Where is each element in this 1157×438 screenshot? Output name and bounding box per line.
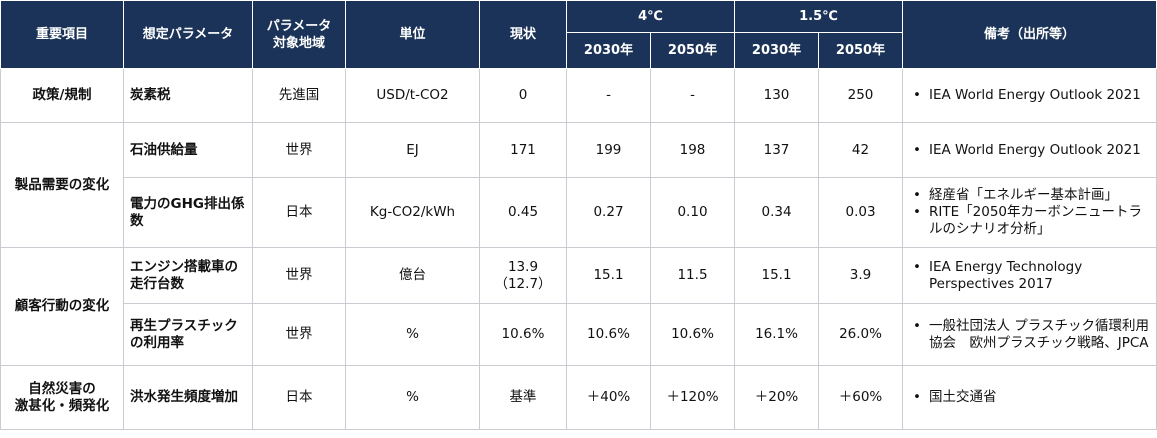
value-4c-2030: -	[566, 68, 651, 123]
note-item: 一般社団法人 プラスチック循環利用協会 欧州プラスチック戦略、JPCA	[911, 318, 1150, 352]
region-cell: 日本	[252, 365, 346, 430]
parameter-cell: 石油供給量	[123, 122, 253, 178]
value-15c-2030: ＋20%	[734, 365, 820, 430]
region-cell: 日本	[252, 177, 346, 248]
unit-cell: %	[345, 303, 480, 366]
header-current: 現状	[479, 0, 567, 69]
table-row: 再生プラスチックの利用率 世界 % 10.6% 10.6% 10.6% 16.1…	[1, 303, 1157, 366]
note-item: 経産省「エネルギー基本計画」	[911, 187, 1150, 204]
table-header: 重要項目 想定パラメータ パラメータ 対象地域 単位 現状 4℃ 1.5℃ 備考…	[0, 0, 1157, 69]
category-line: 自然災害の	[28, 380, 96, 397]
header-4c-2050: 2050年	[649, 32, 736, 69]
value-15c-2030: 15.1	[734, 247, 820, 304]
notes-cell: 経産省「エネルギー基本計画」 RITE「2050年カーボンニュートラルのシナリオ…	[902, 177, 1157, 248]
value-4c-2050: 0.10	[649, 177, 736, 248]
header-scenario-4c: 4℃	[565, 0, 736, 33]
value-4c-2050: 11.5	[649, 247, 736, 304]
header-parameter: 想定パラメータ	[123, 0, 253, 69]
value-15c-2050: ＋60%	[818, 365, 904, 430]
value-4c-2030: 15.1	[566, 247, 651, 304]
value-4c-2030: ＋40%	[566, 365, 651, 430]
header-region-line2: 対象地域	[272, 35, 325, 51]
table-row: 製品需要の変化 石油供給量 世界 EJ 171 199 198 137 42 I…	[0, 122, 1157, 248]
header-15c-2030: 2030年	[734, 32, 820, 69]
value-15c-2050: 3.9	[818, 247, 904, 304]
table-row: 政策/規制 炭素税 先進国 USD/t-CO2 0 - - 130 250 IE…	[0, 68, 1157, 123]
note-item: IEA World Energy Outlook 2021	[911, 87, 1150, 104]
notes-cell: IEA World Energy Outlook 2021	[902, 122, 1157, 178]
category-line: 激甚化・頻発化	[14, 397, 110, 414]
region-cell: 先進国	[252, 68, 346, 123]
category-cell: 政策/規制	[0, 68, 124, 123]
notes-cell: 国土交通省	[902, 365, 1157, 430]
note-item: IEA World Energy Outlook 2021	[911, 142, 1150, 159]
header-scenario-15c: 1.5℃	[734, 0, 904, 33]
value-15c-2030: 130	[734, 68, 820, 123]
region-cell: 世界	[252, 122, 346, 178]
unit-cell: %	[345, 365, 480, 430]
value-4c-2050: ＋120%	[649, 365, 736, 430]
current-value: 13.9	[507, 258, 539, 275]
value-15c-2030: 137	[734, 122, 820, 178]
notes-cell: IEA Energy Technology Perspectives 2017	[902, 247, 1157, 304]
unit-cell: 億台	[345, 247, 480, 304]
table-row: 顧客行動の変化 エンジン搭載車の走行台数 世界 億台 13.9 （12.7） 1…	[0, 247, 1157, 366]
current-cell: 171	[479, 122, 567, 178]
note-item: 国土交通省	[911, 389, 1150, 406]
category-cell: 自然災害の 激甚化・頻発化	[0, 365, 124, 430]
value-15c-2030: 0.34	[734, 177, 820, 248]
table-row: 自然災害の 激甚化・頻発化 洪水発生頻度増加 日本 % 基準 ＋40% ＋120…	[0, 365, 1157, 430]
notes-cell: 一般社団法人 プラスチック循環利用協会 欧州プラスチック戦略、JPCA	[902, 303, 1157, 366]
current-value-note: （12.7）	[494, 275, 552, 292]
table-body: 政策/規制 炭素税 先進国 USD/t-CO2 0 - - 130 250 IE…	[0, 68, 1157, 430]
category-cell: 製品需要の変化	[0, 122, 124, 248]
value-15c-2030: 16.1%	[734, 303, 820, 366]
value-15c-2050: 0.03	[818, 177, 904, 248]
parameter-cell: エンジン搭載車の走行台数	[123, 247, 253, 304]
header-4c-2030: 2030年	[566, 32, 651, 69]
header-notes: 備考（出所等）	[902, 0, 1157, 69]
value-4c-2030: 199	[566, 122, 651, 178]
unit-cell: EJ	[345, 122, 480, 178]
region-cell: 世界	[252, 247, 346, 304]
value-4c-2030: 10.6%	[566, 303, 651, 366]
note-item: IEA Energy Technology Perspectives 2017	[911, 259, 1150, 293]
parameter-cell: 炭素税	[123, 68, 253, 123]
header-15c-2050: 2050年	[818, 32, 904, 69]
category-cell: 顧客行動の変化	[0, 247, 124, 366]
header-category: 重要項目	[0, 0, 124, 69]
table-row: 電力のGHG排出係数 日本 Kg-CO2/kWh 0.45 0.27 0.10 …	[1, 177, 1157, 248]
header-region-line1: パラメータ	[266, 18, 332, 34]
current-cell: 0.45	[479, 177, 567, 248]
value-15c-2050: 26.0%	[818, 303, 904, 366]
header-region: パラメータ 対象地域	[252, 0, 346, 69]
value-4c-2050: 10.6%	[649, 303, 736, 366]
unit-cell: Kg-CO2/kWh	[345, 177, 480, 248]
current-cell: 13.9 （12.7）	[479, 247, 567, 304]
parameter-cell: 再生プラスチックの利用率	[123, 303, 253, 366]
note-item: RITE「2050年カーボンニュートラルのシナリオ分析」	[911, 204, 1150, 238]
value-4c-2030: 0.27	[566, 177, 651, 248]
current-cell: 0	[479, 68, 567, 123]
parameter-cell: 電力のGHG排出係数	[123, 177, 253, 248]
value-15c-2050: 42	[818, 122, 904, 178]
region-cell: 世界	[252, 303, 346, 366]
current-cell: 基準	[479, 365, 567, 430]
value-4c-2050: 198	[649, 122, 736, 178]
current-cell: 10.6%	[479, 303, 567, 366]
header-unit: 単位	[345, 0, 480, 69]
value-15c-2050: 250	[818, 68, 904, 123]
value-4c-2050: -	[649, 68, 736, 123]
notes-cell: IEA World Energy Outlook 2021	[902, 68, 1157, 123]
parameter-cell: 洪水発生頻度増加	[123, 365, 253, 430]
unit-cell: USD/t-CO2	[345, 68, 480, 123]
